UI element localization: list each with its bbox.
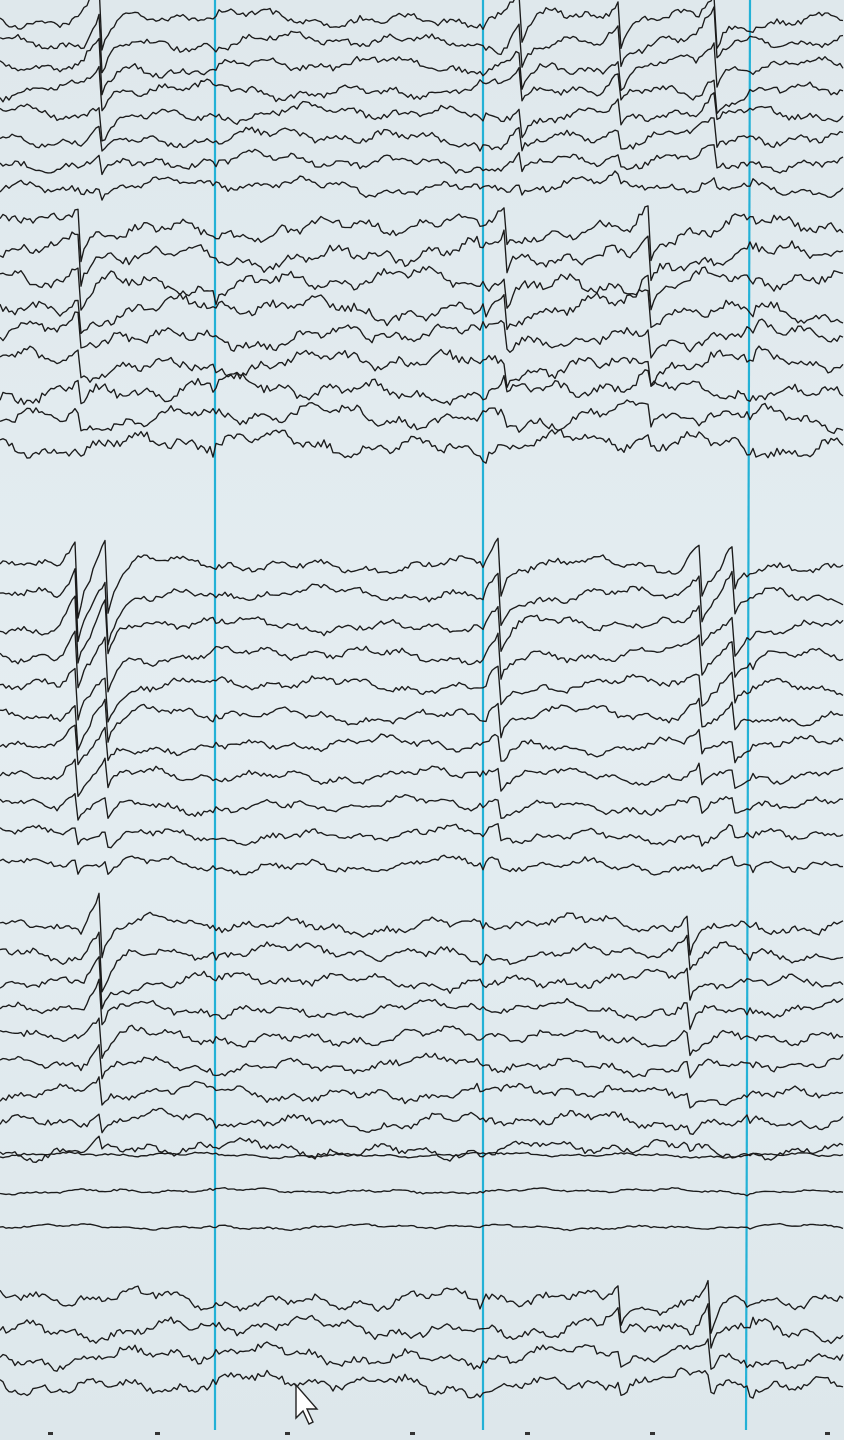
eeg-channel-trace (0, 1107, 844, 1135)
time-axis-tick (650, 1432, 655, 1435)
eeg-channel-trace (0, 399, 844, 435)
eeg-channel-trace (0, 144, 844, 176)
time-axis-tick (525, 1432, 530, 1435)
eeg-channel-trace (0, 697, 844, 751)
time-markers (213, 0, 752, 1431)
time-axis-tick (48, 1432, 53, 1435)
time-axis-tick (285, 1432, 290, 1435)
eeg-channel-trace (0, 1367, 844, 1399)
eeg-channel-trace (0, 0, 844, 51)
eeg-channel-trace (0, 37, 844, 96)
eeg-channel-trace (0, 792, 844, 821)
eeg-channel-trace (0, 537, 844, 619)
mouse-pointer-icon (295, 1383, 319, 1425)
eeg-channel-trace (0, 6, 844, 74)
eeg-channel-trace (0, 1017, 844, 1059)
eeg-channel-trace (0, 265, 844, 311)
eeg-channel-trace (0, 92, 844, 142)
time-axis-tick (410, 1432, 415, 1435)
eeg-channel-trace (0, 854, 843, 876)
time-marker-line[interactable] (744, 0, 752, 1431)
eeg-channel-trace (0, 1186, 844, 1197)
eeg-channel-trace (0, 823, 844, 849)
eeg-channel-trace (0, 595, 844, 664)
eeg-channel-trace (0, 1338, 844, 1372)
eeg-channel-trace (0, 757, 844, 798)
eeg-channel-trace (0, 65, 844, 115)
eeg-channel-trace (0, 288, 844, 335)
eeg-channel-trace (0, 956, 844, 1010)
eeg-channel-trace (0, 1151, 844, 1160)
eeg-channel-trace (0, 1279, 844, 1334)
eeg-channel-trace (0, 568, 844, 646)
eeg-channel-trace (0, 311, 844, 359)
time-axis-tick (155, 1432, 160, 1435)
eeg-channel-trace (0, 428, 844, 464)
eeg-channel-trace (0, 1135, 844, 1163)
eeg-channel-trace (0, 1222, 844, 1232)
eeg-channel-trace (0, 345, 844, 389)
eeg-channel-trace (0, 205, 844, 263)
eeg-channel-trace (0, 1303, 844, 1349)
eeg-channel-trace (0, 1044, 844, 1080)
eeg-channel-trace (0, 665, 844, 723)
eeg-channel-trace (0, 117, 844, 152)
bottom-tick-marks (48, 1432, 830, 1435)
eeg-channel-trace (0, 170, 844, 201)
eeg-channel-trace (0, 892, 844, 959)
eeg-channel-trace (0, 369, 844, 406)
eeg-channel-trace (0, 1076, 844, 1109)
eeg-traces (0, 0, 844, 1399)
eeg-channel-trace (0, 978, 844, 1030)
time-axis-tick (825, 1432, 830, 1435)
eeg-channel-trace (0, 724, 844, 766)
eeg-channel-trace (0, 630, 844, 693)
eeg-channel-trace (0, 229, 844, 287)
eeg-channel-trace (0, 931, 844, 993)
